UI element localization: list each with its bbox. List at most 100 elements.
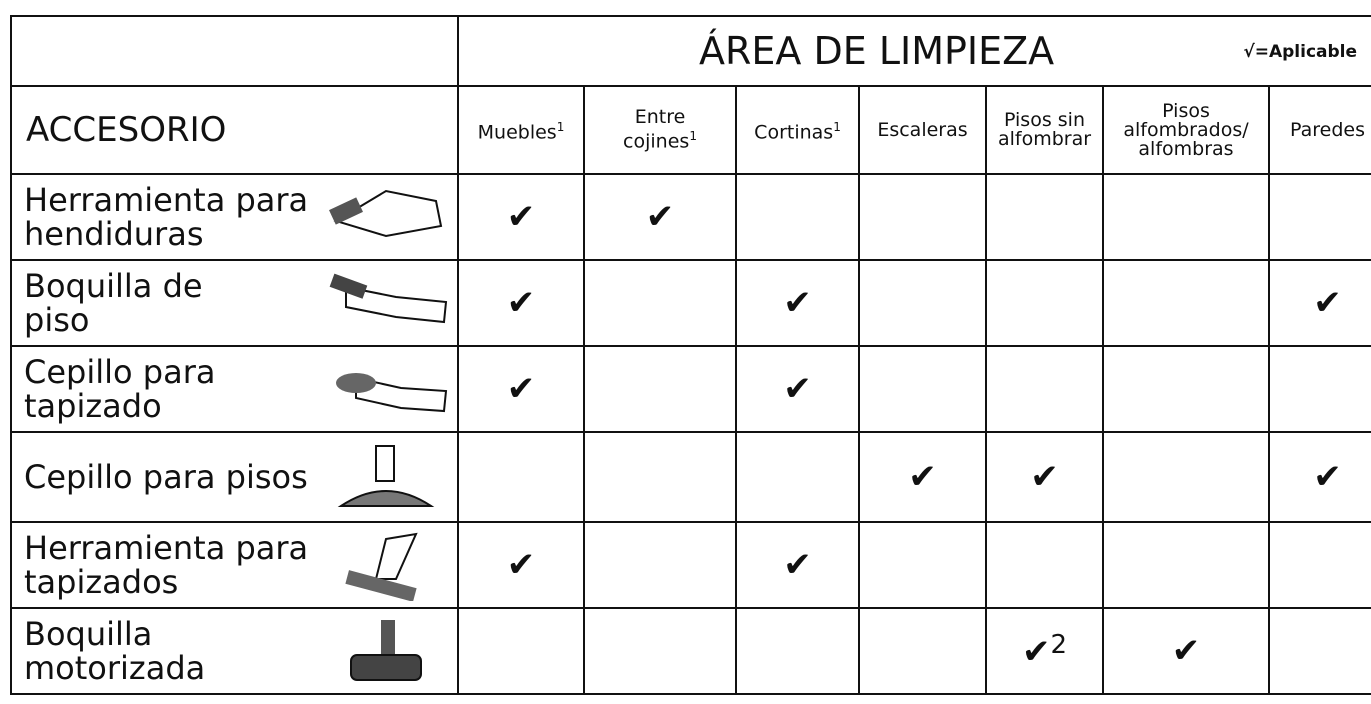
column-header: Entre cojines1	[583, 85, 737, 175]
applicability-cell: ✔	[583, 173, 737, 261]
footnote-mark: 2	[1050, 630, 1068, 660]
applicability-cell: ✔	[457, 259, 585, 347]
column-label: Muebles	[477, 121, 557, 144]
accessory-label: motorizada	[24, 649, 206, 687]
check-mark: ✔	[506, 545, 536, 585]
footnote-mark: 1	[833, 119, 841, 134]
accessory-icon	[336, 373, 448, 413]
column-label: cojines	[623, 130, 690, 153]
accessory-icon	[350, 620, 422, 681]
accessory-label: piso	[24, 301, 90, 339]
footnote-mark: 1	[689, 129, 697, 144]
applicability-cell	[985, 345, 1104, 433]
column-label: alfombras	[1138, 137, 1234, 160]
check-mark: ✔	[1030, 457, 1059, 497]
applicability-cell	[1267, 521, 1371, 609]
column-label: Pisos sin	[1003, 109, 1085, 131]
accessory-label: tapizados	[24, 563, 179, 601]
accessory-label: hendiduras	[24, 215, 204, 253]
applicability-cell	[858, 345, 987, 433]
accessory-icon	[329, 273, 448, 324]
column-label: Paredes	[1290, 118, 1365, 141]
column-label: Entre	[634, 106, 686, 129]
accessory-row: Herramienta para hendiduras ✔ ✔	[10, 173, 1371, 261]
applicability-cell	[1267, 345, 1371, 433]
check-mark: ✔	[1313, 457, 1342, 497]
applicability-cell: ✔2	[985, 607, 1104, 695]
legend: √=Aplicable	[1243, 42, 1358, 62]
applicability-cell	[1102, 431, 1270, 523]
accessory-label: Cepillo para	[24, 353, 216, 391]
applicability-cell: ✔	[858, 431, 987, 523]
check-mark: ✔	[645, 197, 675, 237]
accessory-row: Boquilla de piso ✔ ✔ ✔	[10, 259, 1371, 347]
applicability-cell	[1102, 259, 1270, 347]
applicability-cell	[1102, 345, 1270, 433]
column-header: Escaleras	[858, 85, 987, 175]
applicability-cell	[858, 259, 987, 347]
applicability-cell	[583, 607, 737, 695]
applicability-cell	[1267, 173, 1371, 261]
column-label: alfombrar	[997, 128, 1092, 150]
column-label: Cortinas	[754, 121, 834, 144]
applicability-cell	[858, 521, 987, 609]
footnote-mark: 1	[556, 119, 565, 134]
check-mark: ✔	[783, 545, 812, 585]
applicability-cell	[1102, 521, 1270, 609]
accessory-icon	[337, 445, 435, 507]
accessory-name: Herramienta para tapizados	[10, 521, 459, 609]
applicability-cell: ✔	[1267, 259, 1371, 347]
column-header: Paredes	[1267, 85, 1371, 175]
accessory-name: Cepillo para pisos	[10, 431, 459, 523]
accessory-name: Cepillo para tapizado	[10, 345, 459, 433]
header-row: ACCESORIO Muebles1 Entre cojines1 Cortinas1…	[10, 85, 1371, 175]
column-header: Cortinas1	[735, 85, 860, 175]
column-label: alfombrados/	[1123, 118, 1249, 141]
applicability-cell: ✔	[457, 521, 585, 609]
applicability-cell	[583, 259, 737, 347]
check-mark: ✔	[1313, 283, 1342, 323]
column-header: Pisos sin alfombrar	[985, 85, 1104, 175]
applicability-cell	[457, 431, 585, 523]
applicability-cell: ✔	[735, 521, 860, 609]
cleaning-table: ÁREA DE LIMPIEZA √=Aplicable ACCESORIO M…	[10, 15, 1371, 695]
title-cell: ÁREA DE LIMPIEZA √=Aplicable	[456, 15, 1371, 87]
applicability-cell	[1267, 607, 1371, 695]
accessory-row: Cepillo para tapizado ✔ ✔	[10, 345, 1371, 433]
applicability-cell: ✔	[1102, 607, 1270, 695]
table-wrap: ÁREA DE LIMPIEZA √=Aplicable ACCESORIO M…	[10, 15, 1371, 704]
column-header: Muebles1	[457, 85, 585, 175]
empty-cell	[10, 15, 459, 87]
accessory-row: Cepillo para pisos ✔ ✔ ✔	[10, 431, 1371, 523]
applicability-cell	[735, 431, 860, 523]
applicability-cell	[1102, 173, 1270, 261]
applicability-cell	[583, 521, 737, 609]
applicability-cell	[985, 173, 1104, 261]
applicability-cell: ✔	[457, 173, 585, 261]
check-mark: ✔	[506, 283, 536, 323]
applicability-cell	[735, 173, 860, 261]
check-mark: ✔	[1171, 631, 1201, 671]
applicability-cell	[583, 431, 737, 523]
accessory-label: Herramienta para	[24, 529, 309, 567]
column-header: Pisos alfombrados/alfombras	[1102, 85, 1270, 175]
accessory-label: Cepillo para pisos	[24, 458, 308, 496]
applicability-cell	[457, 607, 585, 695]
applicability-cell	[985, 521, 1104, 609]
applicability-cell: ✔	[735, 259, 860, 347]
accessory-label: Herramienta para	[24, 181, 309, 219]
applicability-cell	[858, 173, 987, 261]
accessory-label: tapizado	[24, 387, 162, 425]
accessory-name: Boquilla de piso	[10, 259, 459, 347]
applicability-cell: ✔	[735, 345, 860, 433]
check-mark: ✔	[506, 369, 536, 409]
check-mark: ✔	[783, 283, 812, 323]
accessory-label: Boquilla	[24, 615, 153, 653]
applicability-cell	[858, 607, 987, 695]
column-label: Pisos	[1162, 99, 1210, 122]
column-label: Escaleras	[877, 118, 968, 141]
applicability-cell: ✔	[1267, 431, 1371, 523]
accessory-icon	[345, 532, 418, 601]
title: ÁREA DE LIMPIEZA	[699, 29, 1055, 73]
